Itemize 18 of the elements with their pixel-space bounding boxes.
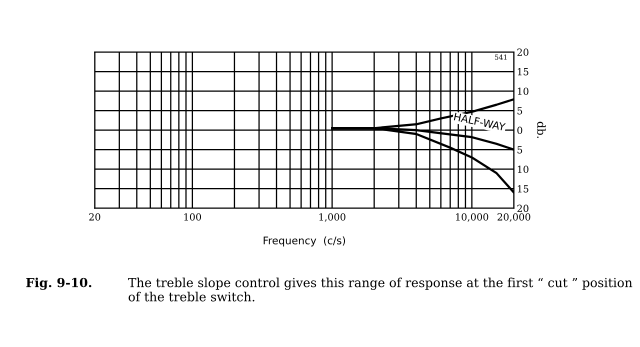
y-tick-label: 20: [517, 204, 528, 212]
y-tick-label: 0: [517, 126, 522, 134]
caption: Fig. 9-10.: [26, 278, 92, 290]
y-axis-title: db.: [537, 122, 546, 138]
y-tick-label: 20: [517, 48, 528, 56]
y-tick-label: 15: [518, 68, 528, 76]
x-axis-title: Frequency (c/s): [264, 236, 346, 246]
y-tick-label: 15: [518, 185, 528, 193]
y-tick-label: 10: [518, 88, 528, 95]
y-tick-label: 5: [518, 146, 522, 154]
x-tick-label: 1,000: [319, 213, 346, 222]
x-tick-label: 100: [184, 213, 202, 221]
x-tick-label: 20,000: [498, 213, 530, 222]
y-tick-label: 10: [518, 166, 528, 173]
x-tick-label: 10,000: [456, 213, 488, 222]
y-tick-label: 5: [518, 107, 522, 114]
x-tick-label: 20: [89, 213, 100, 221]
text: The treble slope control gives this range of response at the first “ cut ” position of the treble switch.: [128, 278, 632, 302]
